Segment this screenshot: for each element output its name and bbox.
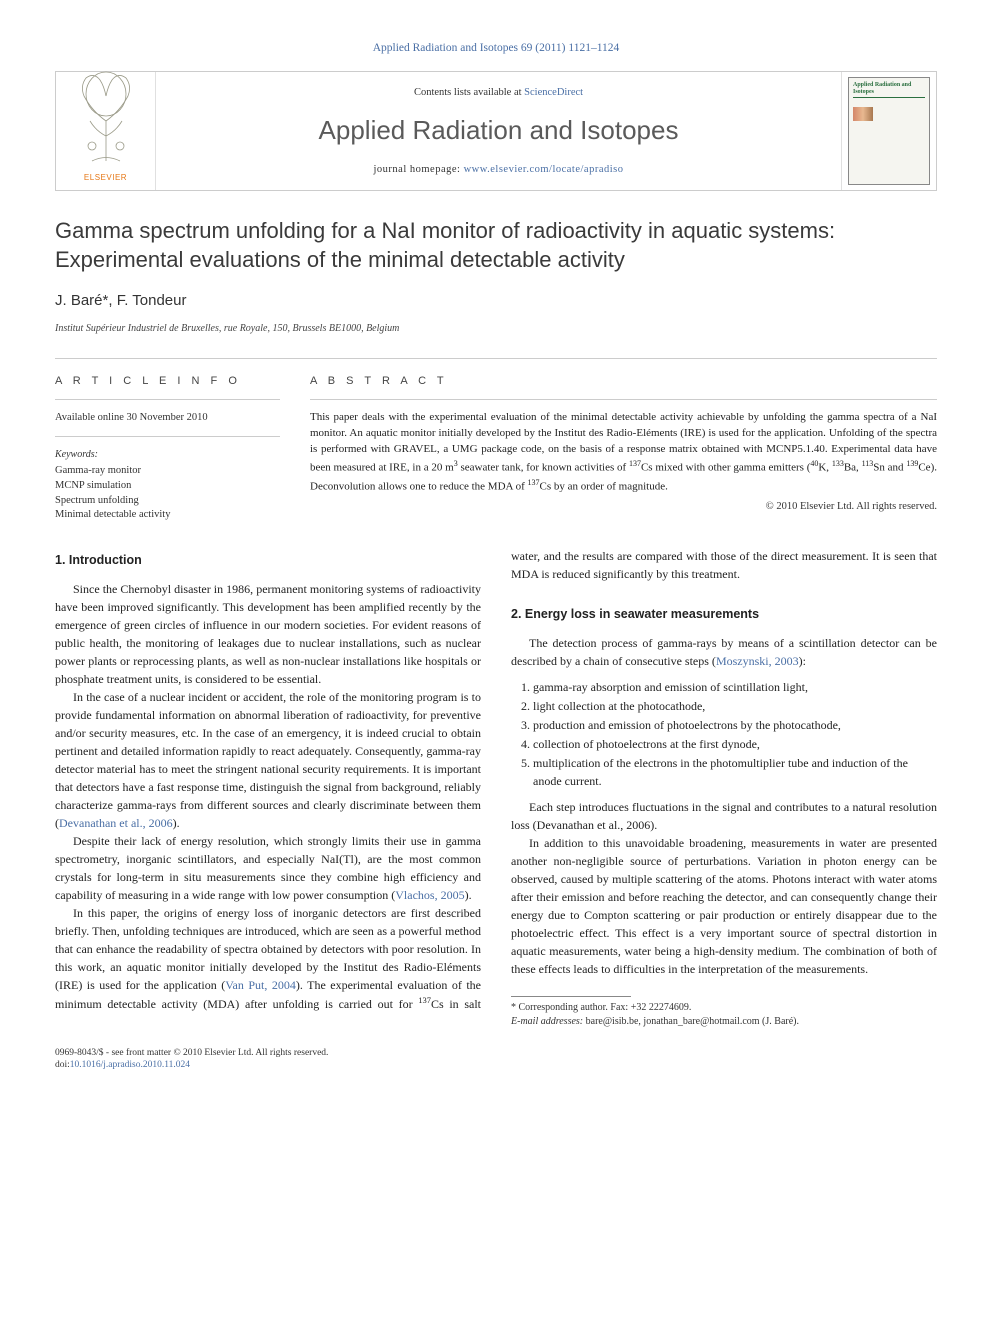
abstract-frag: seawater tank, for known activities of <box>458 462 629 474</box>
keyword-item: Gamma-ray monitor <box>55 464 280 479</box>
homepage-prefix: journal homepage: <box>374 164 464 175</box>
journal-title: Applied Radiation and Isotopes <box>319 111 679 150</box>
abstract-sup: 137 <box>629 459 641 468</box>
abstract-frag: Sn and <box>873 462 906 474</box>
article-history: Available online 30 November 2010 <box>55 410 280 437</box>
contents-prefix: Contents lists available at <box>414 87 524 98</box>
author-2: F. Tondeur <box>117 292 187 309</box>
body-paragraph: The detection process of gamma-rays by m… <box>511 634 937 670</box>
body-frag: ): <box>799 654 806 668</box>
cover-thumb-swatch <box>853 107 873 121</box>
body-frag: In the case of a nuclear incident or acc… <box>55 690 481 830</box>
footer-doi-line: doi:10.1016/j.apradiso.2010.11.024 <box>55 1059 937 1071</box>
body-paragraph: Each step introduces fluctuations in the… <box>511 798 937 834</box>
abstract-sup: 137 <box>528 478 540 487</box>
publisher-logo-cell: ELSEVIER <box>56 72 156 190</box>
body-frag: ). <box>465 888 472 902</box>
article-info-row: A R T I C L E I N F O Available online 3… <box>55 358 937 523</box>
elsevier-label: ELSEVIER <box>62 172 150 184</box>
citation-link[interactable]: Moszynski, 2003 <box>716 654 799 668</box>
affiliation: Institut Supérieur Industriel de Bruxell… <box>55 321 937 336</box>
homepage-link[interactable]: www.elsevier.com/locate/apradiso <box>464 164 624 175</box>
authors-line: J. Baré*, F. Tondeur <box>55 290 937 313</box>
body-paragraph: Despite their lack of energy resolution,… <box>55 832 481 904</box>
steps-list: gamma-ray absorption and emission of sci… <box>533 678 937 790</box>
abstract-sup: 113 <box>862 459 874 468</box>
keywords-label: Keywords: <box>55 447 280 462</box>
list-item: gamma-ray absorption and emission of sci… <box>533 678 937 696</box>
page-footer: 0969-8043/$ - see front matter © 2010 El… <box>55 1047 937 1072</box>
doi-prefix: doi: <box>55 1060 70 1070</box>
article-info-left: A R T I C L E I N F O Available online 3… <box>55 359 280 523</box>
body-sup: 137 <box>418 995 431 1005</box>
body-columns: 1. Introduction Since the Chernobyl disa… <box>55 547 937 1029</box>
abstract-frag: K, <box>818 462 831 474</box>
abstract-sup: 133 <box>832 459 844 468</box>
body-paragraph: In addition to this unavoidable broadeni… <box>511 834 937 978</box>
abstract-frag: Cs mixed with other gamma emitters ( <box>641 462 810 474</box>
abstract-text: This paper deals with the experimental e… <box>310 410 937 495</box>
email-addresses: bare@isib.be, jonathan_bare@hotmail.com … <box>583 1016 799 1027</box>
abstract-frag: Cs by an order of magnitude. <box>540 481 668 493</box>
homepage-line: journal homepage: www.elsevier.com/locat… <box>374 162 624 178</box>
section-heading-1: 1. Introduction <box>55 551 481 570</box>
list-item: light collection at the photocathode, <box>533 697 937 715</box>
citation-link[interactable]: Vlachos, 2005 <box>395 888 464 902</box>
abstract-copyright: © 2010 Elsevier Ltd. All rights reserved… <box>310 499 937 515</box>
body-paragraph: Since the Chernobyl disaster in 1986, pe… <box>55 580 481 688</box>
abstract-block: A B S T R A C T This paper deals with th… <box>310 359 937 523</box>
article-info-heading: A R T I C L E I N F O <box>55 373 280 401</box>
section-heading-2: 2. Energy loss in seawater measurements <box>511 605 937 624</box>
doi-link[interactable]: 10.1016/j.apradiso.2010.11.024 <box>70 1060 190 1070</box>
email-label: E-mail addresses: <box>511 1016 583 1027</box>
contents-lists-line: Contents lists available at ScienceDirec… <box>414 85 583 101</box>
keyword-item: Spectrum unfolding <box>55 494 280 509</box>
citation-link[interactable]: Van Put, 2004 <box>225 978 296 992</box>
sciencedirect-link[interactable]: ScienceDirect <box>524 87 583 98</box>
article-title: Gamma spectrum unfolding for a NaI monit… <box>55 217 937 274</box>
footnote-email: E-mail addresses: bare@isib.be, jonathan… <box>511 1015 937 1029</box>
citation-link[interactable]: Devanathan et al., 2006 <box>59 816 173 830</box>
elsevier-tree-icon <box>62 62 150 170</box>
journal-cover-thumb: Applied Radiation and Isotopes <box>848 77 930 185</box>
body-frag: ). <box>173 816 180 830</box>
footnote-corresponding: * Corresponding author. Fax: +32 2227460… <box>511 1001 937 1015</box>
list-item: collection of photoelectrons at the firs… <box>533 735 937 753</box>
keyword-item: MCNP simulation <box>55 479 280 494</box>
abstract-heading: A B S T R A C T <box>310 373 937 401</box>
abstract-frag: Ba, <box>844 462 862 474</box>
abstract-sup: 139 <box>906 459 918 468</box>
masthead-center: Contents lists available at ScienceDirec… <box>156 72 841 190</box>
author-1: J. Baré <box>55 292 103 309</box>
journal-masthead: ELSEVIER Contents lists available at Sci… <box>55 71 937 191</box>
footnote-rule <box>511 996 631 997</box>
author-sep: , <box>108 292 116 309</box>
keyword-item: Minimal detectable activity <box>55 508 280 523</box>
footer-front-matter: 0969-8043/$ - see front matter © 2010 El… <box>55 1047 937 1059</box>
cover-thumb-title: Applied Radiation and Isotopes <box>853 82 925 98</box>
list-item: production and emission of photoelectron… <box>533 716 937 734</box>
body-paragraph: In the case of a nuclear incident or acc… <box>55 688 481 832</box>
cover-thumb-cell: Applied Radiation and Isotopes <box>841 72 936 190</box>
list-item: multiplication of the electrons in the p… <box>533 754 937 790</box>
header-citation[interactable]: Applied Radiation and Isotopes 69 (2011)… <box>55 40 937 57</box>
